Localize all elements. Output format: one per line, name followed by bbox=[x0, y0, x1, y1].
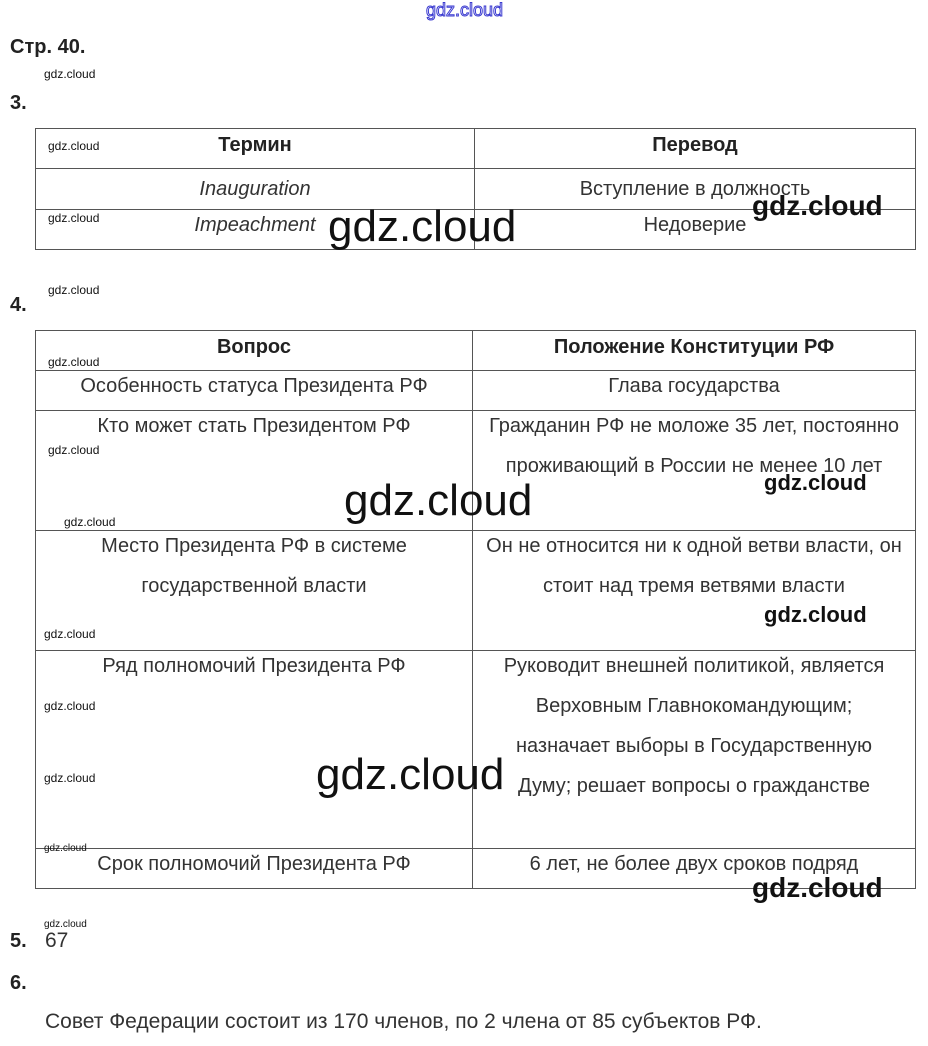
question-cell: Особенность статуса Президента РФ bbox=[35, 370, 473, 411]
watermark: gdz.cloud bbox=[44, 627, 96, 641]
watermark: gdz.cloud bbox=[48, 355, 100, 369]
provision-cell: Руководит внешней политикой, является Ве… bbox=[472, 645, 916, 844]
header-term: Термин bbox=[35, 128, 475, 169]
watermark: gdz.cloud bbox=[44, 699, 96, 713]
watermark: gdz.cloud bbox=[764, 470, 867, 495]
provision-cell: Он не относится ни к одной ветви власти,… bbox=[472, 525, 916, 646]
task-6-answer: Совет Федерации состоит из 170 членов, п… bbox=[45, 1010, 762, 1033]
header-question: Вопрос bbox=[35, 330, 473, 371]
watermark: gdz.cloud bbox=[752, 872, 883, 903]
header-translation: Перевод bbox=[474, 128, 916, 169]
watermark: gdz.cloud bbox=[316, 750, 505, 799]
watermark: gdz.cloud bbox=[344, 476, 533, 525]
question-cell: Ряд полномочий Президента РФ bbox=[35, 650, 473, 849]
table-row: Impeachment Недоверие bbox=[35, 209, 916, 250]
watermark: gdz.cloud bbox=[48, 211, 100, 225]
provision-cell: Глава государства bbox=[472, 370, 916, 411]
translation-cell: Вступление в должность bbox=[474, 168, 916, 210]
question-cell: Место Президента РФ в системе государств… bbox=[35, 525, 473, 646]
watermark: gdz.cloud bbox=[48, 443, 100, 457]
table-header-row: Вопрос Положение Конституции РФ bbox=[35, 330, 916, 371]
watermark: gdz.cloud bbox=[48, 139, 100, 153]
task-5-answer: 67 bbox=[45, 929, 69, 952]
provision-cell: 6 лет, не более двух сроков подряд bbox=[472, 848, 916, 889]
translation-cell: Недоверие bbox=[474, 209, 916, 250]
task-3-number: 3. bbox=[10, 92, 27, 114]
watermark: gdz.cloud bbox=[44, 67, 96, 81]
terms-table: Термин Перевод Inauguration Вступление в… bbox=[35, 128, 916, 250]
watermark: gdz.cloud bbox=[328, 202, 517, 251]
watermark: gdz.cloud bbox=[425, 0, 504, 21]
header-provision: Положение Конституции РФ bbox=[472, 330, 916, 371]
watermark: gdz.cloud bbox=[752, 190, 883, 221]
table-row: Особенность статуса Президента РФ Глава … bbox=[35, 370, 916, 411]
watermark: gdz.cloud bbox=[44, 771, 96, 785]
table-header-row: Термин Перевод bbox=[35, 128, 916, 169]
page-title: Стр. 40. bbox=[10, 36, 86, 58]
question-cell: Кто может стать Президентом РФ bbox=[35, 410, 473, 531]
term-cell: Impeachment bbox=[35, 209, 475, 250]
watermark: gdz.cloud bbox=[64, 515, 116, 529]
table-row: Место Президента РФ в системе государств… bbox=[35, 525, 916, 651]
table-row: Inauguration Вступление в должность bbox=[35, 168, 916, 210]
provision-cell: Гражданин РФ не моложе 35 лет, постоянно… bbox=[472, 405, 916, 526]
watermark: gdz.cloud bbox=[44, 843, 87, 854]
task-5-number: 5. bbox=[10, 930, 27, 952]
task-4-number: 4. bbox=[10, 294, 27, 316]
table-row: Кто может стать Президентом РФ Гражданин… bbox=[35, 405, 916, 531]
watermark: gdz.cloud bbox=[44, 919, 87, 930]
watermark: gdz.cloud bbox=[48, 283, 100, 297]
question-cell: Срок полномочий Президента РФ bbox=[35, 848, 473, 889]
watermark: gdz.cloud bbox=[764, 602, 867, 627]
table-row: Срок полномочий Президента РФ 6 лет, не … bbox=[35, 848, 916, 889]
constitution-table: Вопрос Положение Конституции РФ Особенно… bbox=[35, 330, 916, 889]
table-row: Ряд полномочий Президента РФ Руководит в… bbox=[35, 645, 916, 849]
task-6-number: 6. bbox=[10, 972, 27, 994]
